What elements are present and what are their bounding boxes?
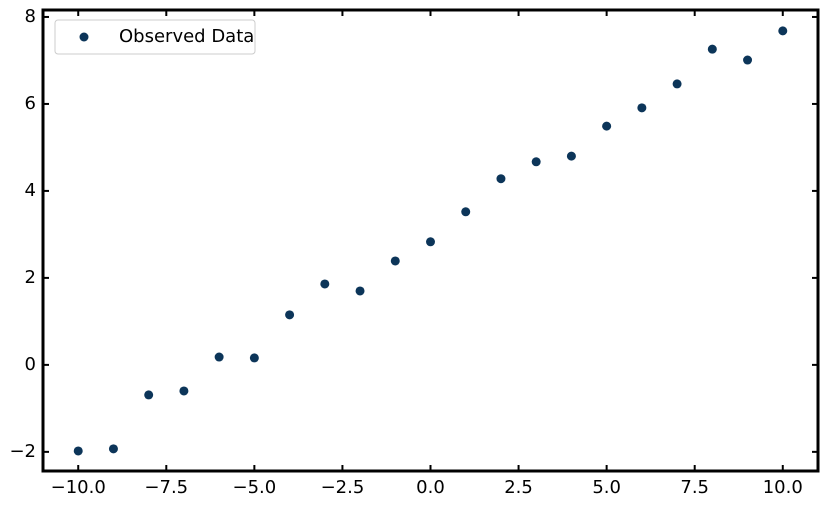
x-tick-label: 10.0 [763,477,803,498]
x-tick-label: −5.0 [233,477,277,498]
data-point [778,26,788,36]
data-point [144,390,154,400]
data-point [426,237,435,247]
data-point [707,44,717,54]
data-point [566,151,576,161]
data-point [390,256,400,266]
data-point [531,157,541,167]
y-tick-label: 4 [25,180,36,201]
y-tick-label: 0 [25,354,36,375]
x-tick-label: −7.5 [144,477,188,498]
data-point [602,121,612,131]
legend-label: Observed Data [119,26,254,47]
data-point [214,352,224,362]
data-point [320,279,330,289]
data-point [637,103,647,113]
x-tick-label: 7.5 [680,477,709,498]
data-point [355,286,365,296]
data-point [249,353,259,363]
data-point [108,444,118,454]
data-point [672,79,682,89]
plot-frame [41,8,820,473]
x-tick-label: 2.5 [504,477,533,498]
data-point [179,386,189,396]
data-point [285,310,295,320]
data-point [496,174,506,184]
y-tick-label: −2 [9,441,36,462]
legend-marker [79,32,89,42]
data-point [743,55,753,65]
legend-box [54,19,256,55]
x-tick-label: −10.0 [51,477,106,498]
y-tick-label: 6 [25,93,36,114]
data-point [461,207,471,217]
x-tick-label: 0.0 [416,477,445,498]
x-tick-label: −2.5 [321,477,365,498]
y-tick-label: 2 [25,267,36,288]
data-point [73,446,83,456]
y-tick-label: 8 [25,6,36,27]
x-tick-label: 5.0 [592,477,621,498]
